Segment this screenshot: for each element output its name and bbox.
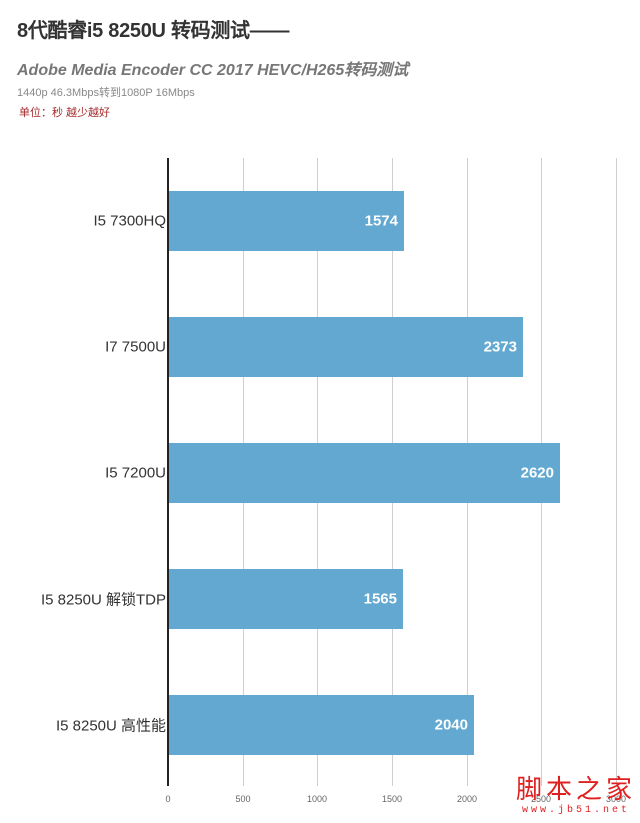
category-label: I5 7200U xyxy=(105,464,166,482)
x-tick-label: 0 xyxy=(165,794,171,804)
x-tick-label: 2000 xyxy=(456,794,478,804)
x-tick-label: 3000 xyxy=(605,794,627,804)
bar: 2040 xyxy=(169,695,474,755)
bar: 1565 xyxy=(169,569,403,629)
bar: 2620 xyxy=(169,443,560,503)
category-label: I5 8250U 高性能 xyxy=(55,717,166,735)
watermark-url: www.jb51.net xyxy=(521,805,630,816)
chart-title: 8代酷睿i5 8250U 转码测试—— xyxy=(17,20,290,42)
y-axis-line xyxy=(167,158,169,786)
unit-note: 单位：秒 越少越好 xyxy=(19,107,111,119)
bar: 2373 xyxy=(169,317,523,377)
category-label: I5 8250U 解锁TDP xyxy=(40,591,166,609)
gridline xyxy=(616,158,617,786)
bar-value-label: 2620 xyxy=(520,464,554,482)
x-tick-label: 1500 xyxy=(381,794,403,804)
bar: 1574 xyxy=(169,191,404,251)
x-tick-label: 2500 xyxy=(530,794,552,804)
x-tick-label: 1000 xyxy=(306,794,328,804)
bar-value-label: 2040 xyxy=(434,716,468,734)
category-label: I7 7500U xyxy=(105,338,166,356)
bar-value-label: 1565 xyxy=(363,590,397,608)
category-label: I5 7300HQ xyxy=(93,212,166,230)
bar-value-label: 1574 xyxy=(364,212,398,230)
chart-subtitle: Adobe Media Encoder CC 2017 HEVC/H265转码测… xyxy=(17,62,409,79)
watermark-text: 脚本之家 xyxy=(515,775,636,805)
watermark: 脚本之家 www.jb51.net xyxy=(512,775,640,816)
bar-value-label: 2373 xyxy=(483,338,517,356)
test-note: 1440p 46.3Mbps转到1080P 16Mbps xyxy=(17,87,195,99)
x-tick-label: 500 xyxy=(235,794,251,804)
